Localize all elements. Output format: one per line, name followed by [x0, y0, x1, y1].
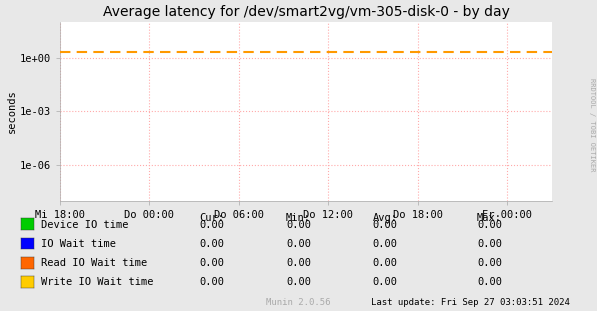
- Text: 0.00: 0.00: [199, 258, 224, 268]
- Text: Device IO time: Device IO time: [41, 220, 128, 230]
- Text: 0.00: 0.00: [286, 239, 311, 249]
- Text: 0.00: 0.00: [373, 277, 398, 287]
- Text: 0.00: 0.00: [286, 220, 311, 230]
- Text: Last update: Fri Sep 27 03:03:51 2024: Last update: Fri Sep 27 03:03:51 2024: [371, 298, 570, 307]
- Text: 0.00: 0.00: [199, 220, 224, 230]
- Text: Min:: Min:: [286, 213, 311, 223]
- Title: Average latency for /dev/smart2vg/vm-305-disk-0 - by day: Average latency for /dev/smart2vg/vm-305…: [103, 5, 509, 19]
- Text: RRDTOOL / TOBI OETIKER: RRDTOOL / TOBI OETIKER: [589, 78, 595, 171]
- Text: 0.00: 0.00: [199, 277, 224, 287]
- Text: Write IO Wait time: Write IO Wait time: [41, 277, 153, 287]
- Text: 0.00: 0.00: [373, 220, 398, 230]
- Text: IO Wait time: IO Wait time: [41, 239, 116, 249]
- Text: 0.00: 0.00: [477, 239, 502, 249]
- Text: 0.00: 0.00: [477, 220, 502, 230]
- Y-axis label: seconds: seconds: [7, 89, 17, 133]
- Text: Max:: Max:: [477, 213, 502, 223]
- Text: 0.00: 0.00: [199, 239, 224, 249]
- Text: Avg:: Avg:: [373, 213, 398, 223]
- Text: Munin 2.0.56: Munin 2.0.56: [266, 298, 331, 307]
- Text: 0.00: 0.00: [373, 239, 398, 249]
- Text: 0.00: 0.00: [286, 258, 311, 268]
- Text: 0.00: 0.00: [477, 277, 502, 287]
- Text: 0.00: 0.00: [477, 258, 502, 268]
- Text: 0.00: 0.00: [286, 277, 311, 287]
- Text: Read IO Wait time: Read IO Wait time: [41, 258, 147, 268]
- Text: Cur:: Cur:: [199, 213, 224, 223]
- Text: 0.00: 0.00: [373, 258, 398, 268]
